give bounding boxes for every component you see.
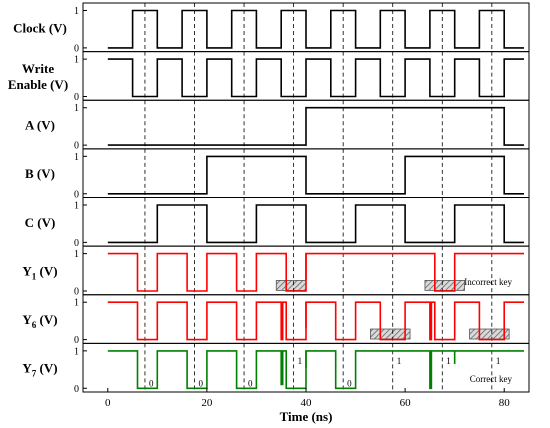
y1-ytick-label-1: 1 xyxy=(74,249,79,260)
a-ytick-label-0: 0 xyxy=(74,141,79,152)
y6-ytick-label-0: 0 xyxy=(74,335,79,346)
y7-bit-mark-6: 1 xyxy=(446,356,451,366)
c-ytick-label-1: 1 xyxy=(74,200,79,211)
y1-annotation: Incorrect key xyxy=(464,277,512,287)
clock-signal-line xyxy=(107,9,524,49)
y7-bit-mark-0: 0 xyxy=(149,378,154,388)
c-ytick-label-0: 0 xyxy=(74,238,79,249)
y7-bit-mark-5: 1 xyxy=(397,356,402,366)
y7-signal-line xyxy=(107,350,524,390)
y7-bit-mark-7: 1 xyxy=(496,356,501,366)
b-ylabel: B (V) xyxy=(25,166,55,181)
x-axis-label: Time (ns) xyxy=(280,409,333,424)
y6-hatched-region-1 xyxy=(469,328,510,340)
y1-hatched-region-0 xyxy=(275,279,307,291)
write-enable-ylabel-line-0: Write xyxy=(22,61,54,76)
b-ytick-label-1: 1 xyxy=(74,152,79,163)
y1-ytick-label-0: 0 xyxy=(74,287,79,298)
write-enable-ytick-label-1: 1 xyxy=(74,55,79,66)
a-signal-line xyxy=(107,106,524,146)
b-ytick-label-0: 0 xyxy=(74,189,79,200)
a-ytick-label-1: 1 xyxy=(74,103,79,114)
y7-ylabel-rest: (V) xyxy=(36,361,57,376)
write-enable-ytick-label-0: 0 xyxy=(74,92,79,103)
xtick-label-4: 80 xyxy=(499,397,511,409)
y7-ytick-label-0: 0 xyxy=(74,384,79,395)
clock-ylabel: Clock (V) xyxy=(13,20,67,35)
y6-ytick-label-1: 1 xyxy=(74,298,79,309)
y6-hatched-region-0 xyxy=(370,328,411,340)
y7-annotation: Correct key xyxy=(470,374,513,384)
y6-ylabel-sub: 6 xyxy=(32,320,37,330)
y1-signal-line xyxy=(107,252,524,292)
clock-ytick-label-0: 0 xyxy=(74,43,79,54)
y1-ylabel-main: Y xyxy=(22,263,32,278)
a-ylabel: A (V) xyxy=(25,118,55,133)
y6-ylabel-main: Y xyxy=(22,312,32,327)
y7-ylabel: Y7 (V) xyxy=(22,361,57,379)
xtick-label-0: 0 xyxy=(105,397,111,409)
y6-ylabel-rest: (V) xyxy=(36,312,57,327)
y7-bit-mark-2: 0 xyxy=(248,378,253,388)
y6-ylabel: Y6 (V) xyxy=(22,312,57,330)
y7-bit-mark-3: 1 xyxy=(298,356,303,366)
xtick-label-1: 20 xyxy=(201,397,213,409)
y7-ytick-label-1: 1 xyxy=(74,346,79,357)
xtick-label-3: 60 xyxy=(400,397,412,409)
xtick-label-2: 40 xyxy=(301,397,313,409)
b-signal-line xyxy=(107,155,524,195)
y6-signal-line xyxy=(107,301,524,341)
y7-bit-mark-4: 0 xyxy=(347,378,352,388)
c-signal-line xyxy=(107,204,524,244)
y1-hatched-region-1 xyxy=(424,279,465,291)
write-enable-signal-line xyxy=(107,58,524,98)
y1-ylabel: Y1 (V) xyxy=(22,263,57,281)
y7-ylabel-main: Y xyxy=(22,361,32,376)
y7-ylabel-sub: 7 xyxy=(32,369,37,379)
y7-bit-mark-1: 0 xyxy=(199,378,204,388)
c-ylabel: C (V) xyxy=(25,215,56,230)
write-enable-ylabel-line-1: Enable (V) xyxy=(8,77,68,92)
y1-ylabel-sub: 1 xyxy=(32,271,37,281)
y1-ylabel-rest: (V) xyxy=(36,263,57,278)
clock-ytick-label-1: 1 xyxy=(74,6,79,17)
